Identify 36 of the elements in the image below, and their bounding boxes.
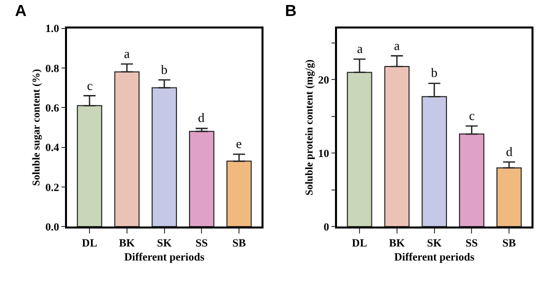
annotation: b xyxy=(161,62,168,77)
annotation: e xyxy=(236,136,242,151)
chart-title: B xyxy=(285,3,297,20)
y-tick-label: 1.0 xyxy=(45,23,60,36)
annotation: a xyxy=(124,46,130,61)
annotation: a xyxy=(357,41,363,56)
annotation: a xyxy=(394,38,400,53)
y-axis-title: Soluble protein content (mg/g) xyxy=(304,58,316,196)
annotation: c xyxy=(87,78,93,93)
y-tick-label: 0.4 xyxy=(45,142,60,154)
x-tick-label: DL xyxy=(352,238,368,250)
x-tick-label: SK xyxy=(426,238,442,250)
y-tick-label: 0 xyxy=(324,221,330,234)
x-tick-label: SS xyxy=(466,238,478,250)
y-axis-title: Soluble sugar content (%) xyxy=(32,68,43,186)
y-tick-label: 0.0 xyxy=(45,221,60,234)
y-tick-label: 0.2 xyxy=(45,182,60,194)
y-tick-label: 0.8 xyxy=(45,62,60,75)
annotation: b xyxy=(431,65,438,80)
y-tick-label: 20 xyxy=(318,74,330,87)
x-tick-label: BK xyxy=(118,238,136,250)
x-axis-title: Different periods xyxy=(124,251,206,264)
y-tick-label: 0.6 xyxy=(45,102,60,114)
x-tick-label: DL xyxy=(82,238,98,250)
annotation: c xyxy=(469,108,475,123)
x-axis-title: Different periods xyxy=(394,251,476,264)
y-tick-label: 10 xyxy=(318,148,330,160)
x-tick-label: SB xyxy=(232,238,246,250)
x-tick-label: BK xyxy=(388,238,406,250)
bar xyxy=(189,130,214,227)
chart-title: A xyxy=(15,3,27,20)
x-tick-label: SK xyxy=(156,238,172,250)
annotation: d xyxy=(506,144,513,159)
x-tick-label: SB xyxy=(502,238,516,250)
annotation: d xyxy=(198,110,205,125)
x-tick-label: SS xyxy=(196,238,208,250)
